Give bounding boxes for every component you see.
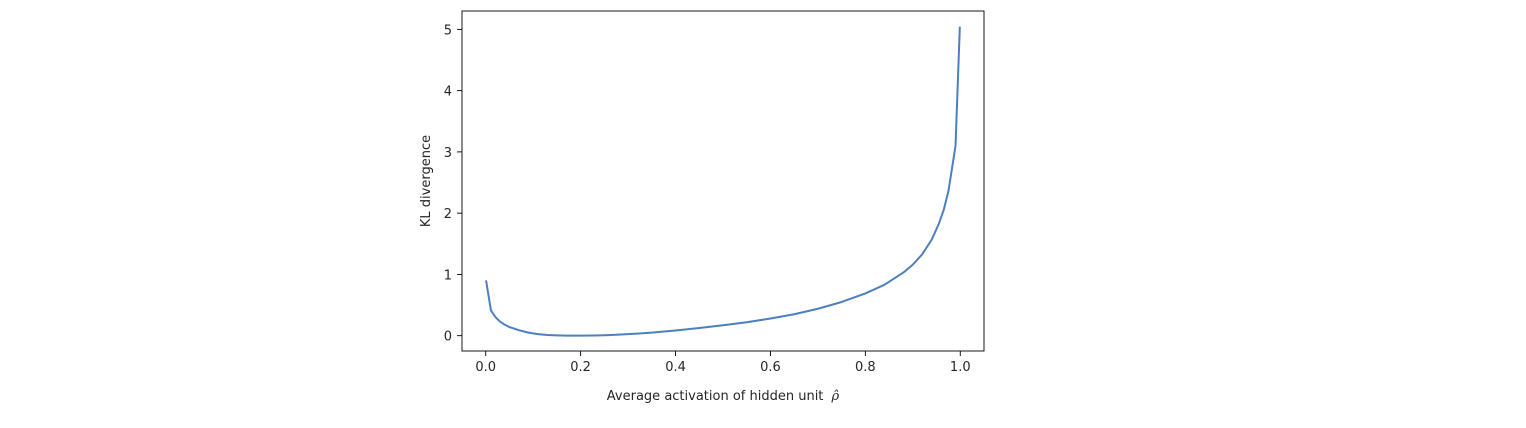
y-tick-label: 1 [444,268,452,283]
x-tick-label: 0.8 [855,360,876,375]
y-tick-label: 2 [444,207,452,222]
y-tick-label: 5 [444,23,452,38]
plot-frame [461,10,985,352]
x-tick-label: 0.0 [475,360,496,375]
x-tick-label: 0.4 [665,360,686,375]
x-tick-label: 1.0 [950,360,971,375]
x-axis: 0.0 0.2 0.4 0.6 0.8 1.0 [475,351,971,375]
y-axis-label: KL divergence [419,135,434,227]
kl-divergence-line [485,26,961,337]
x-axis-label-text: Average activation of hidden unit [607,389,824,404]
y-tick-label: 4 [444,85,452,100]
x-tick-label: 0.2 [570,360,591,375]
y-axis: 0 1 2 3 4 5 [444,23,462,345]
x-axis-label-math: ρ̂ [831,389,840,404]
x-tick-label: 0.6 [760,360,781,375]
y-tick-label: 3 [444,146,452,161]
x-axis-label: Average activation of hidden unit ρ̂ [607,389,840,404]
y-tick-label: 0 [444,330,452,345]
